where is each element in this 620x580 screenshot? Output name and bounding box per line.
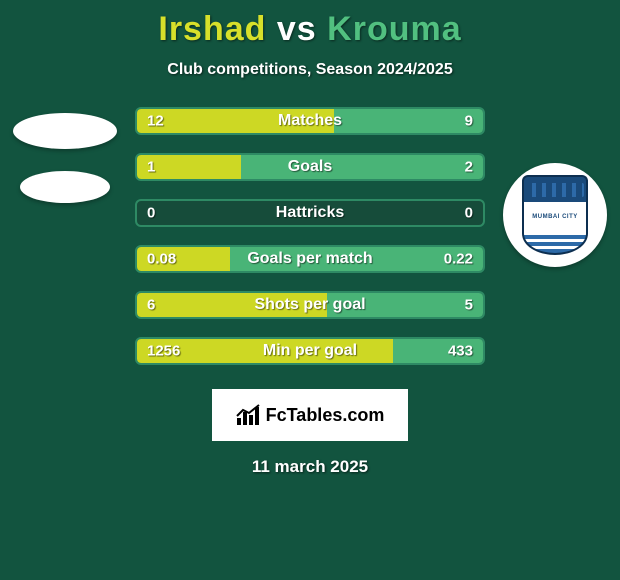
stat-value-right: 9	[465, 113, 473, 130]
stat-label: Goals	[288, 158, 332, 176]
club-badge-text: MUMBAI CITY	[522, 202, 588, 231]
subtitle: Club competitions, Season 2024/2025	[0, 61, 620, 79]
stat-bar-right-fill	[334, 109, 483, 133]
avatar-placeholder-icon	[13, 113, 117, 149]
stat-bar: 6 5 Shots per goal	[135, 291, 485, 319]
stat-label: Goals per match	[247, 250, 372, 268]
stat-bar: 0.08 0.22 Goals per match	[135, 245, 485, 273]
stat-value-right: 2	[465, 159, 473, 176]
avatar-placeholder-icon	[20, 171, 110, 203]
stat-value-left: 0	[147, 205, 155, 222]
stat-bar: 1256 433 Min per goal	[135, 337, 485, 365]
title: Irshad vs Krouma	[0, 10, 620, 49]
stat-value-left: 1256	[147, 343, 180, 360]
stat-bar: 0 0 Hattricks	[135, 199, 485, 227]
stat-value-left: 12	[147, 113, 164, 130]
stat-value-right: 0.22	[444, 251, 473, 268]
stat-value-right: 5	[465, 297, 473, 314]
stat-value-left: 6	[147, 297, 155, 314]
stat-bar: 12 9 Matches	[135, 107, 485, 135]
player-right-name: Krouma	[327, 10, 461, 48]
bar-chart-icon	[236, 404, 260, 426]
player-right-avatar: MUMBAI CITY	[497, 107, 613, 267]
stat-label: Matches	[278, 112, 342, 130]
stat-label: Hattricks	[276, 204, 344, 222]
player-left-name: Irshad	[158, 10, 266, 48]
brand-text: FcTables.com	[266, 405, 385, 426]
stat-value-right: 0	[465, 205, 473, 222]
title-vs: vs	[277, 10, 317, 48]
stat-bar-right-fill	[241, 155, 483, 179]
body-row: 129Matches12Goals00Hattricks0.080.22Goal…	[0, 107, 620, 365]
stat-value-right: 433	[448, 343, 473, 360]
stat-value-left: 0.08	[147, 251, 176, 268]
stat-label: Shots per goal	[254, 296, 365, 314]
brand-badge: FcTables.com	[212, 389, 408, 441]
player-left-avatar	[7, 107, 123, 203]
date: 11 march 2025	[0, 457, 620, 477]
stat-bars: 129Matches12Goals00Hattricks0.080.22Goal…	[135, 107, 485, 365]
stat-value-left: 1	[147, 159, 155, 176]
stat-bar: 1 2 Goals	[135, 153, 485, 181]
club-badge-circle: MUMBAI CITY	[503, 163, 607, 267]
comparison-card: Irshad vs Krouma Club competitions, Seas…	[0, 0, 620, 580]
club-badge-icon: MUMBAI CITY	[522, 175, 588, 255]
stat-label: Min per goal	[263, 342, 357, 360]
